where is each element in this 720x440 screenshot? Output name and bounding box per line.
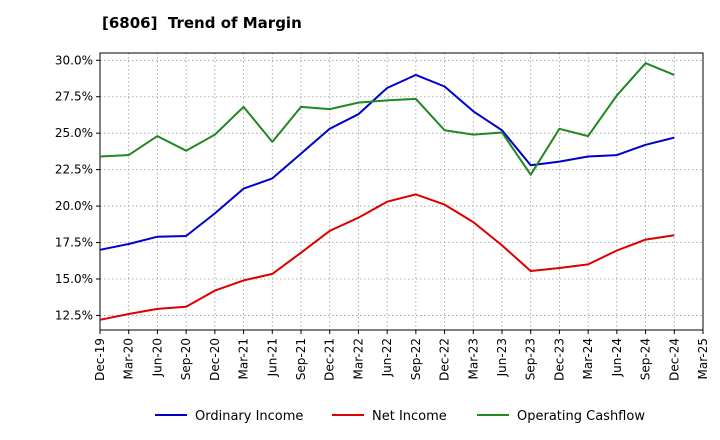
x-tick-label: Dec-19 [93, 338, 107, 381]
x-tick-label: Mar-25 [696, 338, 710, 379]
y-tick-label: 22.5% [55, 163, 93, 177]
series-line-ordinary-income [99, 73, 675, 251]
y-tick-label: 15.0% [55, 272, 93, 286]
x-tick-label: Jun-23 [495, 338, 509, 377]
x-tick-label: Dec-24 [667, 338, 681, 381]
y-tick-label: 27.5% [55, 90, 93, 104]
y-tick-label: 20.0% [55, 199, 93, 213]
x-tick-label: Mar-20 [122, 338, 136, 379]
x-tick-label: Dec-21 [323, 338, 337, 381]
x-tick-label: Dec-22 [438, 338, 452, 381]
series-line-operating-cashflow [99, 62, 675, 176]
x-tick-label: Jun-24 [610, 338, 624, 377]
x-tick-label: Sep-23 [524, 338, 538, 380]
x-tick-label: Dec-20 [208, 338, 222, 381]
legend-label-operating-cashflow: Operating Cashflow [517, 409, 645, 424]
x-tick-label: Sep-22 [409, 338, 423, 380]
x-tick-label: Sep-24 [639, 338, 653, 380]
x-tick-label: Sep-20 [179, 338, 193, 380]
x-tick-label: Dec-23 [552, 338, 566, 381]
x-tick-label: Mar-23 [466, 338, 480, 379]
x-tick-label: Sep-21 [294, 338, 308, 380]
chart-title: [6806] Trend of Margin [102, 14, 302, 32]
x-tick-label: Mar-24 [581, 338, 595, 379]
x-tick-label: Mar-22 [351, 338, 365, 379]
x-tick-label: Mar-21 [237, 338, 251, 379]
x-tick-label: Jun-22 [380, 338, 394, 377]
legend-label-ordinary-income: Ordinary Income [195, 409, 303, 424]
plot-frame [99, 52, 704, 331]
y-tick-label: 30.0% [55, 53, 93, 67]
series-line-net-income [99, 193, 675, 321]
y-tick-label: 17.5% [55, 236, 93, 250]
legend-label-net-income: Net Income [372, 409, 447, 424]
x-tick-label: Jun-20 [150, 338, 164, 377]
y-tick-label: 25.0% [55, 126, 93, 140]
x-tick-label: Jun-21 [265, 338, 279, 377]
y-tick-label: 12.5% [55, 308, 93, 322]
